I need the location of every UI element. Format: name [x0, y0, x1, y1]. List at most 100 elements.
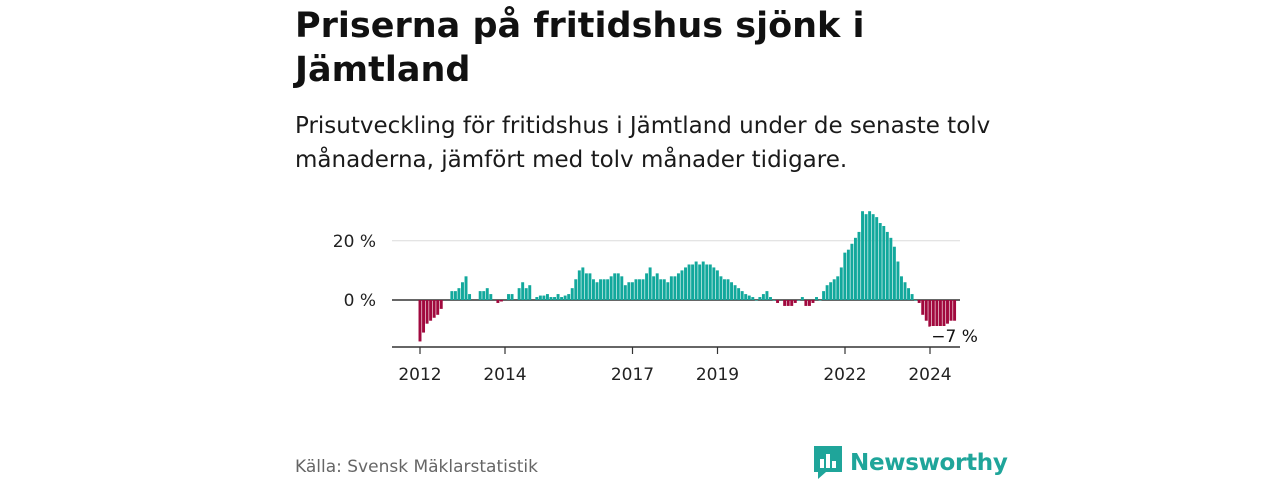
bar: [914, 300, 918, 301]
bar: [691, 264, 695, 300]
bar: [457, 288, 461, 300]
bar: [896, 261, 900, 300]
bar: [602, 279, 606, 300]
x-tick-label: 2022: [823, 365, 866, 385]
bar: [924, 300, 928, 321]
bar: [751, 297, 755, 300]
bar: [510, 294, 514, 300]
bar: [790, 300, 794, 306]
bar: [938, 300, 942, 327]
bar: [793, 300, 797, 303]
bar: [645, 273, 649, 300]
bar: [680, 270, 684, 300]
bar: [563, 295, 567, 300]
bar: [588, 273, 592, 300]
annotations: −7 %: [930, 326, 978, 347]
bar: [641, 279, 645, 300]
bar: [708, 264, 712, 300]
bar: [418, 300, 422, 342]
bar: [439, 300, 443, 309]
bar: [524, 288, 528, 300]
bar: [599, 279, 603, 300]
bar: [949, 300, 953, 321]
bar: [666, 282, 670, 300]
source-note: Källa: Svensk Mäklarstatistik: [295, 457, 538, 477]
bar-series: [418, 211, 957, 342]
bar: [846, 249, 850, 300]
bar: [800, 297, 804, 300]
bar: [917, 300, 921, 303]
chart-subtitle: Prisutveckling för fritidshus i Jämtland…: [295, 113, 991, 173]
bar: [878, 223, 882, 300]
bar: [517, 288, 521, 300]
bar: [545, 294, 549, 300]
bar: [921, 300, 925, 315]
bar: [507, 294, 510, 300]
bar: [815, 297, 818, 300]
bar: [701, 261, 705, 300]
bar: [942, 300, 946, 327]
x-tick-label: 2019: [696, 365, 739, 385]
bar: [825, 285, 829, 300]
bar: [574, 279, 578, 300]
bar: [652, 276, 656, 300]
bar: [436, 300, 440, 315]
bar: [712, 267, 716, 300]
bar: [669, 276, 673, 300]
bar: [694, 261, 698, 300]
bar: [715, 270, 719, 300]
bar: [761, 294, 765, 300]
bar: [627, 282, 631, 300]
bar: [861, 211, 864, 300]
newsworthy-logo[interactable]: Newsworthy: [814, 446, 1008, 480]
bar: [655, 273, 659, 300]
x-tick-label: 2024: [908, 365, 951, 385]
y-axis: 0 % 20 %: [333, 232, 376, 311]
bar: [705, 264, 709, 300]
bar: [786, 300, 790, 306]
bar: [758, 297, 762, 300]
bar: [730, 282, 734, 300]
bar: [595, 282, 599, 300]
bar: [804, 300, 808, 306]
bar: [623, 285, 627, 300]
bar: [900, 276, 903, 300]
bar: [797, 300, 801, 301]
bar: [832, 279, 836, 300]
bar: [892, 246, 896, 300]
bar: [822, 291, 826, 300]
bar: [577, 270, 581, 300]
bar: [468, 294, 472, 300]
bar: [910, 294, 914, 300]
bar: [733, 285, 737, 300]
bar: [453, 291, 457, 300]
bar: [754, 300, 758, 301]
bar: [592, 279, 595, 300]
bar: [946, 300, 949, 324]
bar: [648, 267, 652, 300]
bar: [553, 297, 556, 300]
bar: [496, 300, 500, 303]
bar: [662, 279, 666, 300]
bar: [464, 276, 468, 300]
bar: [429, 300, 433, 321]
bar: [570, 288, 574, 300]
x-tick-label: 2012: [398, 365, 441, 385]
bar: [935, 300, 939, 330]
bar: [584, 273, 588, 300]
bar: [422, 300, 426, 333]
bar: [744, 294, 748, 300]
bar: [740, 291, 744, 300]
bar: [871, 214, 875, 300]
bar: [630, 282, 634, 300]
bar: [673, 276, 677, 300]
bar: [549, 297, 553, 300]
bar: [850, 243, 854, 300]
bar: [482, 291, 486, 300]
bar: [616, 273, 620, 300]
bar: [769, 297, 772, 300]
bar: [432, 300, 436, 318]
last-value-label-bg: [930, 326, 977, 344]
bar: [659, 279, 663, 300]
bar: [719, 276, 723, 300]
